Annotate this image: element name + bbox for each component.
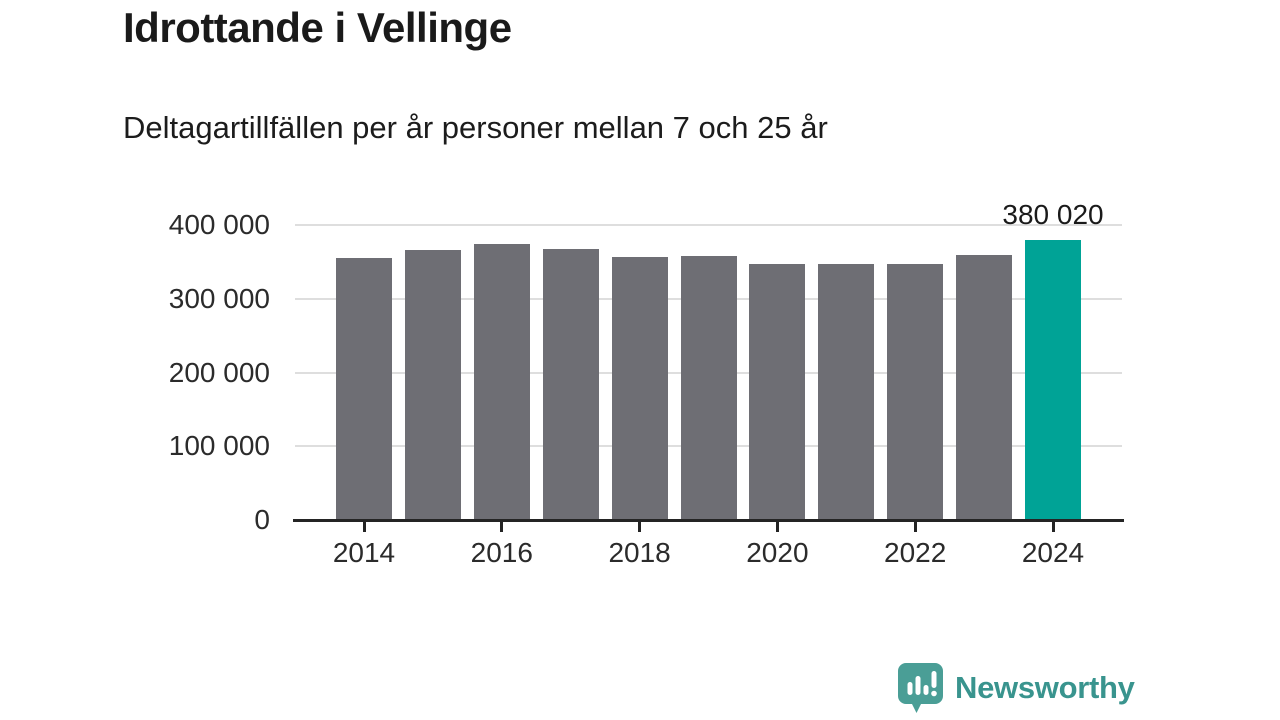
y-axis-tick-label: 0 [254, 504, 270, 535]
logo-bar-2 [915, 676, 921, 695]
newsworthy-logo-icon [898, 663, 943, 713]
brand-text: Newsworthy [955, 670, 1135, 705]
x-axis-tick-label: 2014 [332, 537, 396, 568]
logo-bar-1 [907, 682, 913, 695]
x-axis-tick-label: 2020 [746, 537, 809, 568]
y-axis-tick-label: 100 000 [168, 430, 270, 462]
y-axis-tick-label: 400 000 [168, 209, 270, 240]
y-axis-tick-label: 200 000 [168, 356, 270, 388]
bar-2017 [542, 248, 599, 520]
x-axis-line [293, 518, 1124, 522]
x-axis-tick-mark [362, 522, 366, 532]
bar-2015 [404, 250, 461, 520]
bar-2023 [956, 254, 1013, 520]
chart-title: Idrottande i Vellinge [123, 4, 512, 51]
x-axis-tick-label: 2016 [470, 537, 533, 568]
x-axis-tick-label: 2024 [1021, 537, 1085, 568]
logo-exclamation-dot [931, 690, 937, 697]
gridline-400000 [295, 224, 1122, 226]
chart-subtitle: Deltagartillfällen per år personer mella… [123, 110, 828, 145]
x-axis-tick-mark [1051, 522, 1055, 532]
x-axis-tick-mark [638, 522, 642, 532]
bar-2024 [1025, 239, 1081, 520]
x-axis-tick-mark [913, 522, 917, 532]
bar-2021 [818, 264, 875, 520]
bar-2020 [749, 264, 806, 520]
bar-2014 [336, 258, 392, 520]
x-axis-tick-mark [775, 522, 779, 532]
bar-2016 [473, 244, 530, 520]
logo-bar-3 [923, 685, 929, 695]
bar-2019 [680, 255, 737, 520]
highlight-value-label: 380 020 [1002, 198, 1104, 230]
bar-2022 [887, 264, 944, 520]
logo-exclamation-bar [931, 671, 937, 688]
bar-2018 [611, 257, 668, 520]
x-axis-tick-mark [500, 522, 504, 532]
x-axis-tick-label: 2022 [884, 537, 947, 568]
y-axis-tick-label: 300 000 [168, 282, 270, 314]
bar-chart-plot-area: 0 100 000 200 000 300 000 400 000 380 020 2014… [169, 190, 1124, 568]
newsworthy-logo: Newsworthy [897, 663, 1135, 713]
x-axis-tick-label: 2018 [608, 537, 671, 568]
